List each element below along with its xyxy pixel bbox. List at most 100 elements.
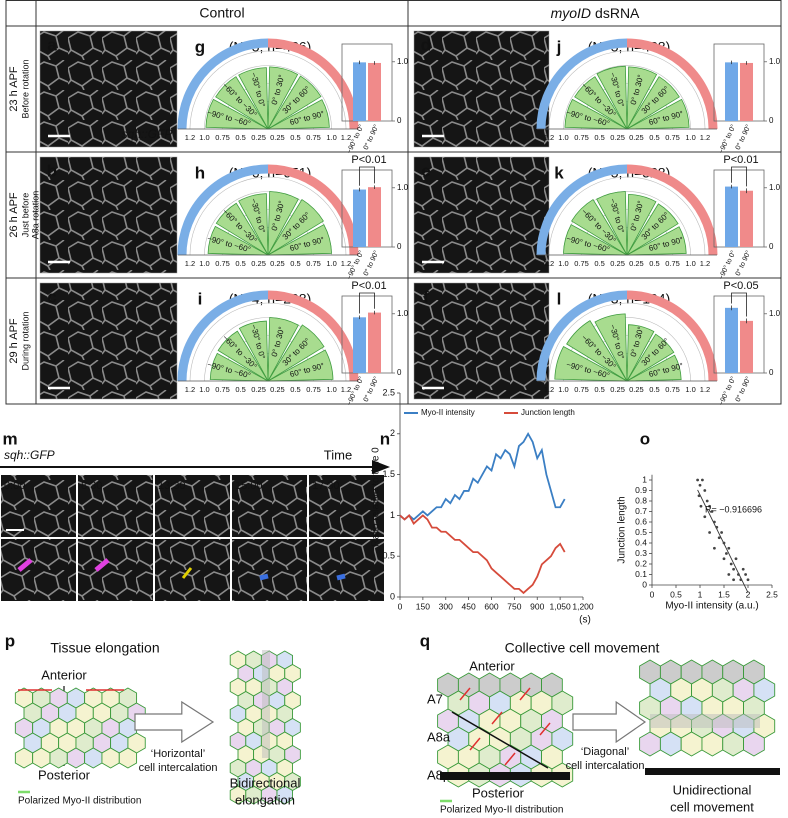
panel-letter: h	[195, 163, 205, 182]
bar-category: −90° to 0°	[717, 375, 737, 407]
y-tick-label: 0	[390, 591, 395, 601]
bar-tick-label: 0	[397, 368, 402, 377]
rose-wedge	[596, 191, 628, 256]
bar-tick-label: 1.0	[397, 183, 409, 192]
y-tick-label: 0.3	[635, 548, 647, 558]
p-value: P<0.01	[351, 154, 386, 166]
boundary	[440, 772, 570, 780]
rose-wedge	[238, 320, 269, 382]
bar-tick-label: 1.0	[769, 183, 781, 192]
radial-tick-label: 1.2	[544, 385, 554, 394]
panel-letter: f	[423, 287, 429, 306]
bar-frame	[713, 43, 765, 122]
direction-arc	[536, 164, 628, 256]
rose-wedge	[209, 352, 269, 382]
axis-label: Anterior	[41, 667, 87, 682]
axis-label: Posterior	[472, 785, 525, 800]
bar-tick-label: 1.0	[769, 309, 781, 318]
x-tick-label: 750	[507, 601, 521, 611]
scatter-point	[708, 531, 711, 534]
direction-arc	[536, 290, 628, 382]
rose-wedge	[207, 225, 269, 256]
result-label: elongation	[235, 792, 295, 807]
rose-wedge	[238, 193, 269, 256]
y-tick-label: 0	[642, 579, 647, 589]
time-stamp: 17:30	[312, 480, 340, 492]
cell	[743, 731, 765, 757]
radial-tick-label: 0.75	[574, 133, 589, 142]
micrograph	[1, 475, 76, 537]
segment-label: A8a	[427, 729, 451, 744]
bar-frame	[713, 295, 765, 374]
radial-tick-label: 1.2	[544, 259, 554, 268]
panel-letter: q	[420, 631, 430, 650]
gene-name: myoID	[551, 5, 591, 21]
fit-line	[697, 489, 749, 593]
row-stage: Just before	[20, 193, 30, 238]
radial-tick-label: 0.25	[610, 385, 625, 394]
rose-wedge	[626, 193, 657, 256]
x-tick-label: 1	[698, 589, 703, 599]
radial-grid	[189, 176, 347, 256]
panel-letter: l	[557, 289, 562, 308]
micrograph	[413, 156, 550, 274]
micrograph	[78, 539, 153, 601]
micrograph	[39, 156, 178, 274]
radial-tick-label: 0.5	[649, 133, 659, 142]
rose-wedge	[594, 313, 628, 382]
time-stamp: 8:30	[81, 480, 102, 492]
time-stamp: 13:30	[158, 480, 186, 492]
radial-grid	[548, 50, 706, 130]
annotation: R= −0.916696	[705, 504, 762, 514]
radial-tick-label: 1.0	[685, 133, 695, 142]
micrograph	[78, 475, 153, 537]
direction-arc	[177, 290, 269, 382]
rose-wedge	[596, 65, 628, 130]
radial-tick-label: 0.25	[629, 133, 644, 142]
row-time: 23 h APF	[8, 66, 20, 112]
x-tick-label: 300	[439, 601, 453, 611]
segment-label: A8p	[427, 767, 450, 782]
junction-marker	[17, 558, 33, 572]
rose-wedge	[217, 330, 269, 382]
image-label: sqh::GFP	[4, 448, 55, 462]
scatter-point	[734, 557, 738, 561]
p-value: P<0.01	[351, 280, 386, 292]
panel-letter: g	[195, 37, 205, 56]
rose-wedge	[215, 76, 269, 130]
x-tick-label: 150	[416, 601, 430, 611]
radial-tick-label: 0.5	[649, 259, 659, 268]
bar-frame	[713, 169, 765, 248]
x-tick-label: 1.5	[718, 589, 730, 599]
scatter-point	[722, 541, 726, 545]
panel-letter: c	[47, 287, 56, 306]
radial-tick-label: 0.25	[270, 133, 285, 142]
radial-tick-label: 0.75	[215, 385, 230, 394]
result-label: Bidirectional	[230, 775, 301, 790]
scatter-point	[701, 478, 704, 482]
radial-tick-label: 1.2	[700, 385, 710, 394]
bar	[368, 187, 381, 247]
bar-tick-label: 1.0	[769, 57, 781, 66]
scatter-point	[727, 573, 731, 576]
radial-tick-label: 1.0	[685, 259, 695, 268]
x-tick-label: 900	[530, 601, 544, 611]
time-stamp: 0:00	[4, 480, 25, 492]
radial-tick-label: 0.75	[215, 133, 230, 142]
junction-marker	[181, 567, 193, 579]
radial-tick-label: 0.25	[251, 133, 266, 142]
y-tick-label: 2.5	[382, 387, 395, 397]
rose-wedge	[267, 224, 332, 256]
direction-arc	[626, 290, 718, 382]
radial-tick-label: 0.75	[665, 259, 680, 268]
rose-wedge	[574, 76, 628, 130]
legend-label: Polarized Myo-II distribution	[440, 805, 563, 816]
scatter-point	[744, 573, 747, 576]
rose-wedge	[626, 76, 680, 130]
radial-tick-label: 0.75	[306, 133, 321, 142]
scatter-point	[725, 552, 728, 555]
scatter-point	[729, 562, 733, 566]
panel-letter: j	[556, 37, 562, 56]
radial-tick-label: 0.5	[235, 385, 245, 394]
rose-wedge	[564, 98, 628, 130]
